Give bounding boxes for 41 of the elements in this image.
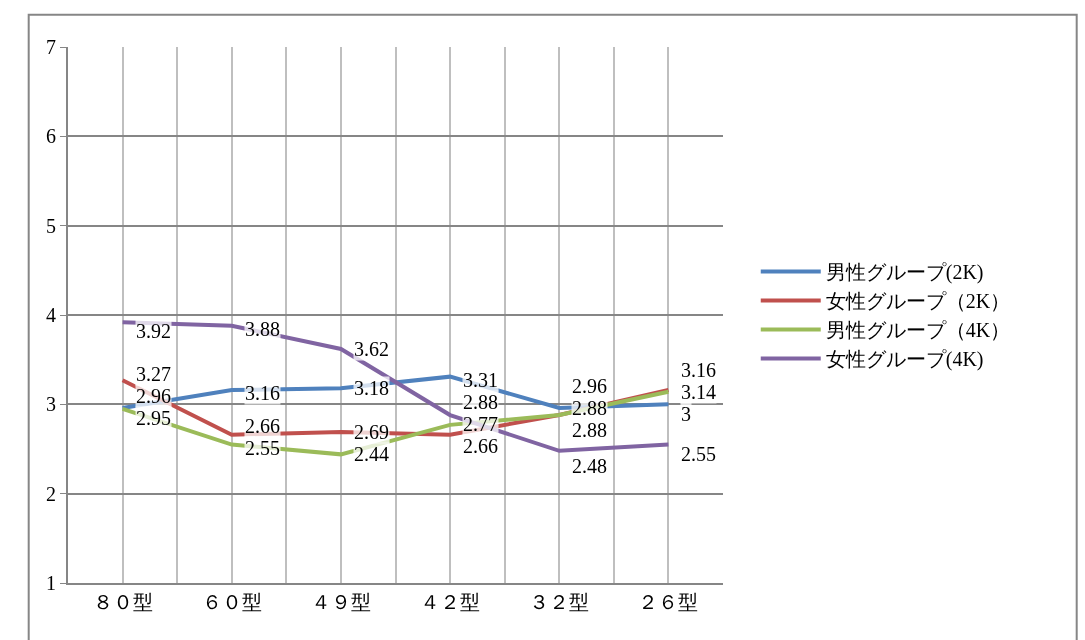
data-label: 2.88	[463, 391, 498, 413]
data-label: 2.55	[681, 443, 716, 465]
data-label: 3.27	[136, 363, 171, 385]
data-label: 2.66	[463, 435, 498, 457]
y-tick-label: 5	[46, 214, 56, 237]
data-label: 2.88	[572, 419, 607, 441]
data-label: 3.62	[354, 338, 389, 360]
data-label: 3.92	[136, 320, 171, 342]
y-tick-label: 1	[46, 572, 56, 594]
data-label: 2.55	[245, 437, 280, 459]
data-label: 3.88	[245, 318, 280, 340]
legend-label: 女性グループ（2K）	[825, 290, 1011, 313]
x-tick-label: ６０型	[201, 591, 262, 613]
data-label: 2.96	[572, 375, 607, 397]
data-label: 2.66	[245, 415, 280, 437]
data-label: 3.31	[463, 369, 498, 391]
legend-label: 女性グループ(4K)	[825, 348, 984, 372]
data-label: 2.88	[572, 397, 607, 419]
data-label: 2.95	[136, 407, 171, 429]
x-tick-label: ２６型	[638, 591, 699, 613]
data-label: 2.77	[463, 413, 498, 435]
data-label: 2.44	[354, 443, 389, 465]
data-label: 3.18	[354, 377, 389, 399]
data-label: 2.69	[354, 421, 389, 443]
x-tick-label: ８０型	[92, 591, 153, 613]
y-tick-label: 2	[46, 482, 56, 505]
data-label: 2.48	[572, 455, 607, 477]
y-tick-label: 6	[46, 125, 56, 148]
data-label: 3	[681, 403, 691, 425]
data-label: 3.16	[245, 382, 280, 404]
x-tick-label: ４２型	[420, 591, 481, 613]
legend-label: 男性グループ(2K)	[825, 261, 984, 285]
data-label: 3.14	[681, 381, 716, 403]
data-label: 2.96	[136, 385, 171, 407]
y-tick-label: 7	[46, 36, 56, 58]
legend-label: 男性グループ（4K）	[825, 319, 1011, 342]
y-tick-label: 4	[46, 304, 56, 326]
data-label: 3.16	[681, 359, 716, 381]
y-tick-label: 3	[46, 393, 56, 416]
x-tick-label: ４９型	[310, 591, 371, 613]
x-tick-label: ３２型	[529, 591, 590, 613]
